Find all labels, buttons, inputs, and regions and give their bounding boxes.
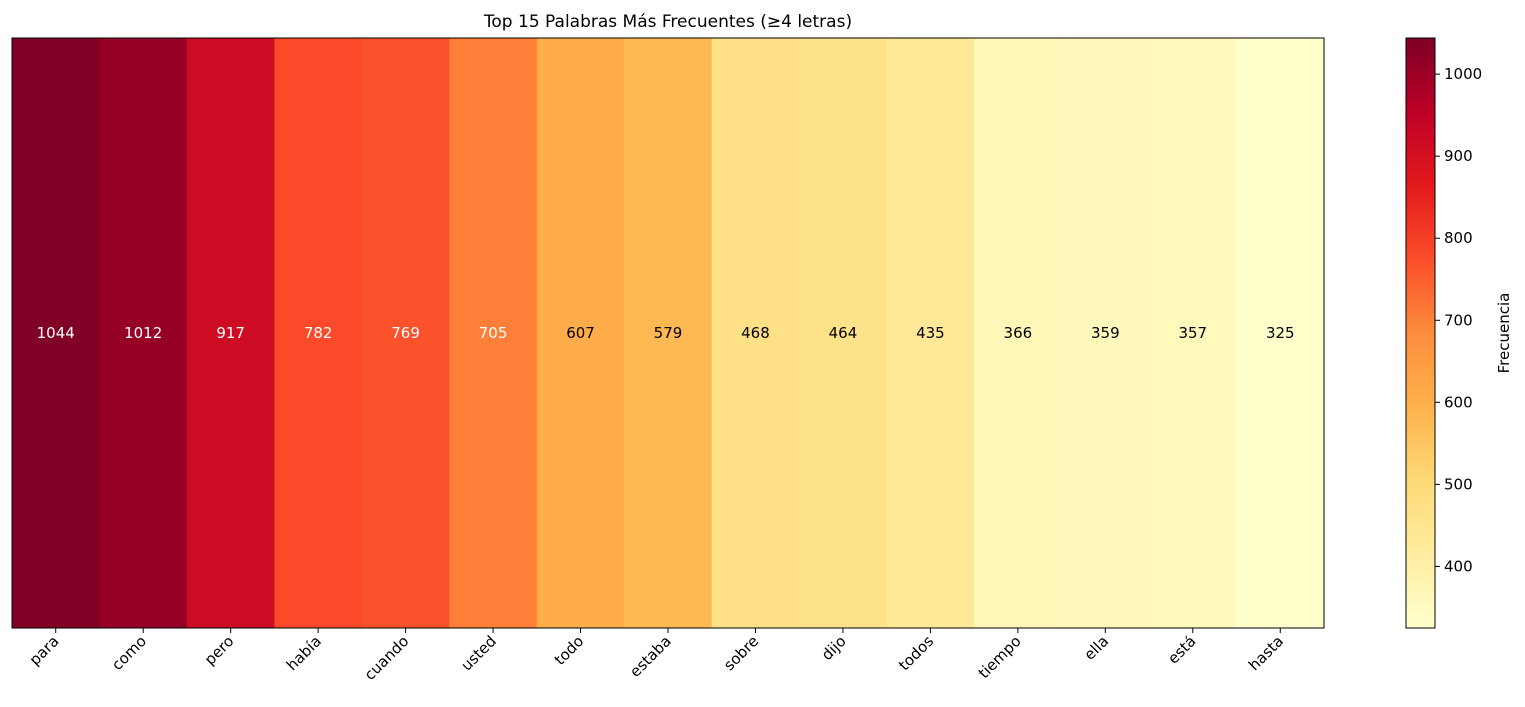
heatmap-cell <box>536 38 625 628</box>
x-tick-label: dijo <box>818 632 850 664</box>
cell-value-label: 468 <box>741 324 770 342</box>
heatmap-cell <box>1149 38 1238 628</box>
colorbar-tick-label: 1000 <box>1444 65 1482 83</box>
cell-value-label: 359 <box>1091 324 1120 342</box>
colorbar-tick-label: 700 <box>1444 311 1473 329</box>
plot-frame <box>11 37 1325 629</box>
x-axis-ticks: para como pero había cuando usted todo estaba so… <box>26 628 1287 684</box>
cell-value-label: 325 <box>1266 324 1295 342</box>
colorbar-ticks: 400 500 600 700 800 900 1000 <box>1435 65 1482 575</box>
colorbar-tick-label: 400 <box>1444 557 1473 575</box>
colorbar <box>1405 37 1436 629</box>
heatmap-cell <box>886 38 975 628</box>
x-tick-label: había <box>283 632 325 674</box>
x-tick-label: estaba <box>626 632 675 681</box>
colorbar-label: Frecuencia <box>1495 293 1513 374</box>
colorbar-tick-label: 800 <box>1444 229 1473 247</box>
heatmap-cell <box>12 38 100 628</box>
x-tick-label: como <box>108 632 150 674</box>
heatmap-cell <box>1061 38 1150 628</box>
cell-value-label: 1044 <box>37 324 75 342</box>
heatmap-cell <box>449 38 538 628</box>
colorbar-tick-label: 900 <box>1444 147 1473 165</box>
colorbar-tick-label: 500 <box>1444 475 1473 493</box>
x-tick-label: pero <box>201 632 238 669</box>
cell-value-label: 705 <box>479 324 508 342</box>
heatmap-cell <box>186 38 275 628</box>
heatmap-cell <box>361 38 450 628</box>
cell-value-label: 1012 <box>124 324 162 342</box>
cell-value-label: 366 <box>1004 324 1033 342</box>
cell-value-label: 769 <box>391 324 420 342</box>
heatmap-cell <box>974 38 1063 628</box>
cell-value-label: 607 <box>566 324 595 342</box>
x-tick-label: usted <box>458 632 500 674</box>
cell-value-label: 579 <box>654 324 683 342</box>
x-tick-label: hasta <box>1245 632 1287 674</box>
heatmap-cell <box>624 38 713 628</box>
x-tick-label: tiempo <box>975 632 1025 682</box>
cell-value-label: 464 <box>829 324 858 342</box>
heatmap-cell <box>1236 38 1325 628</box>
x-tick-label: todos <box>895 632 937 674</box>
heatmap-cell <box>99 38 188 628</box>
cell-value-label: 435 <box>916 324 945 342</box>
colorbar-tick-label: 600 <box>1444 393 1473 411</box>
chart-title: Top 15 Palabras Más Frecuentes (≥4 letra… <box>483 12 852 32</box>
cell-value-label: 782 <box>304 324 333 342</box>
x-tick-label: sobre <box>720 632 762 674</box>
x-tick-label: todo <box>551 632 588 669</box>
heatmap-cell <box>799 38 888 628</box>
heatmap-cell <box>274 38 363 628</box>
heatmap-cells: 1044 1012 917 782 769 705 607 579 468 464 435 366 35… <box>12 38 1325 628</box>
x-tick-label: para <box>26 632 63 669</box>
x-tick-label: está <box>1164 632 1199 667</box>
x-tick-label: cuando <box>361 632 413 684</box>
cell-value-label: 917 <box>216 324 245 342</box>
cell-value-label: 357 <box>1178 324 1207 342</box>
x-tick-label: ella <box>1081 632 1113 664</box>
heatmap-cell <box>711 38 800 628</box>
